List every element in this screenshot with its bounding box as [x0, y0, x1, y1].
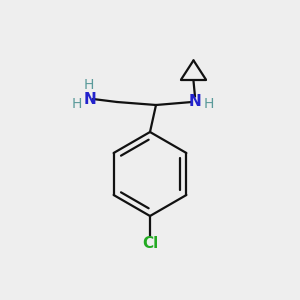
Text: H: H — [203, 97, 214, 110]
Text: H: H — [83, 78, 94, 92]
Text: Cl: Cl — [142, 236, 158, 251]
Text: N: N — [189, 94, 201, 110]
Text: N: N — [84, 92, 96, 106]
Text: H: H — [71, 97, 82, 110]
